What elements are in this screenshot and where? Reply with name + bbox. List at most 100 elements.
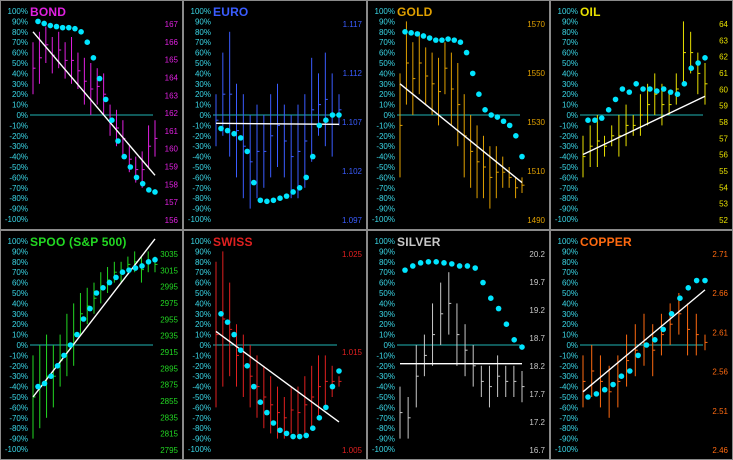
- momentum-dot: [126, 267, 132, 273]
- pct-tick-label: 40%: [12, 69, 28, 78]
- panel-title: OIL: [580, 5, 601, 19]
- pct-tick-label: -20%: [9, 132, 28, 141]
- price-tick-label: 1570: [527, 20, 545, 29]
- pct-tick-label: -10%: [9, 121, 28, 130]
- pct-tick-label: 70%: [12, 38, 28, 47]
- momentum-dot: [593, 391, 600, 397]
- pct-tick-label: 80%: [12, 28, 28, 37]
- panel-swiss[interactable]: 100% 90% 80% 70% 60% 50% 40% 30% 20% 10% 0% -10% -20…: [183, 230, 367, 460]
- pct-tick-label: -10%: [192, 121, 211, 130]
- panel-title: SPOO (S&P 500): [30, 235, 127, 249]
- pct-tick-label: 70%: [379, 38, 395, 47]
- price-tick-label: 1.005: [342, 446, 363, 455]
- price-tick-label: 54: [719, 183, 728, 192]
- pct-tick-label: -100%: [5, 215, 28, 224]
- momentum-dot: [67, 342, 74, 348]
- panel-euro[interactable]: 100% 90% 80% 70% 60% 50% 40% 30% 20% 10% 0% -10% -20…: [183, 0, 367, 230]
- pct-tick-label: 100%: [375, 237, 395, 246]
- pct-tick-label: -70%: [376, 414, 395, 423]
- pct-tick-label: 100%: [8, 237, 28, 246]
- pct-tick-label: 50%: [562, 59, 578, 68]
- pct-tick-label: 30%: [195, 310, 211, 319]
- price-tick-label: 1550: [527, 69, 545, 78]
- panel-silver[interactable]: 100% 90% 80% 70% 60% 50% 40% 30% 20% 10% 0% -10% -20…: [367, 230, 550, 460]
- price-tick-label: 2.66: [712, 289, 728, 298]
- pct-tick-label: -70%: [559, 184, 578, 193]
- pct-tick-label: -70%: [9, 184, 28, 193]
- momentum-dot: [494, 114, 501, 120]
- momentum-dot: [323, 117, 329, 123]
- momentum-dot: [414, 31, 421, 37]
- pct-tick-label: -40%: [376, 153, 395, 162]
- momentum-dot: [668, 311, 675, 317]
- pct-tick-label: -10%: [559, 351, 578, 360]
- momentum-dot: [432, 37, 439, 43]
- momentum-dot: [519, 153, 525, 160]
- price-tick-label: 64: [719, 20, 728, 29]
- price-tick-label: 60: [719, 85, 728, 94]
- momentum-dot: [41, 380, 48, 387]
- price-tick-label: 19.7: [529, 278, 545, 287]
- momentum-dot: [439, 37, 445, 43]
- panel-gold[interactable]: 100% 90% 80% 70% 60% 50% 40% 30% 20% 10% 0% -10% -20…: [367, 0, 550, 230]
- pct-tick-label: 60%: [562, 49, 578, 58]
- pct-tick-label: 90%: [12, 247, 28, 256]
- panel-copper[interactable]: 100% 90% 80% 70% 60% 50% 40% 30% 20% 10% 0% -10% -20…: [550, 230, 733, 460]
- panel-bond[interactable]: 100% 90% 80% 70% 60% 50% 40% 30% 20% 10% 0% -10% -20…: [0, 0, 183, 230]
- pct-tick-label: 0%: [383, 111, 395, 120]
- price-tick-label: 161: [165, 127, 179, 136]
- pct-tick-label: -50%: [559, 393, 578, 402]
- price-tick-label: 1530: [527, 118, 545, 127]
- momentum-dot: [329, 383, 336, 390]
- panel-spoo[interactable]: 100% 90% 80% 70% 60% 50% 40% 30% 20% 10% 0% -10% -20…: [0, 230, 183, 460]
- momentum-dot: [119, 269, 126, 275]
- momentum-dot: [336, 368, 342, 374]
- momentum-dot: [80, 316, 87, 322]
- panel-border: [367, 0, 550, 230]
- price-tick-label: 165: [165, 56, 179, 65]
- pct-tick-label: 50%: [12, 289, 28, 298]
- price-tick-label: 2995: [160, 283, 178, 292]
- momentum-dot: [451, 37, 458, 43]
- momentum-dot: [695, 60, 701, 66]
- pct-tick-label: -50%: [376, 393, 395, 402]
- momentum-dot: [316, 415, 323, 421]
- pct-tick-label: 80%: [562, 28, 578, 37]
- momentum-dot: [277, 427, 283, 434]
- pct-tick-label: -70%: [376, 184, 395, 193]
- momentum-dot: [323, 404, 329, 411]
- pct-tick-label: -40%: [559, 153, 578, 162]
- pct-tick-label: 60%: [12, 279, 28, 288]
- momentum-dot: [506, 122, 513, 129]
- momentum-dot: [402, 29, 408, 35]
- momentum-dot: [626, 89, 633, 95]
- momentum-dot: [585, 117, 591, 123]
- momentum-dot: [132, 265, 139, 271]
- pct-tick-label: -70%: [192, 414, 211, 423]
- momentum-dot: [457, 39, 464, 45]
- panel-oil[interactable]: 100% 90% 80% 70% 60% 50% 40% 30% 20% 10% 0% -10% -20…: [550, 0, 733, 230]
- momentum-dot: [48, 373, 54, 379]
- momentum-dot: [647, 86, 653, 92]
- momentum-dot: [500, 118, 507, 125]
- pct-tick-label: -90%: [192, 435, 211, 444]
- pct-tick-label: -20%: [376, 132, 395, 141]
- momentum-dot: [96, 75, 103, 82]
- price-tick-label: 59: [719, 102, 728, 111]
- momentum-dot: [702, 55, 708, 61]
- price-tick-label: 1.112: [343, 69, 363, 78]
- pct-tick-label: 0%: [199, 111, 211, 120]
- momentum-dot: [127, 164, 134, 170]
- trend-line: [32, 31, 156, 176]
- pct-tick-label: -80%: [9, 424, 28, 433]
- momentum-dot: [133, 174, 140, 181]
- pct-tick-label: 40%: [562, 69, 578, 78]
- momentum-dot: [456, 263, 463, 269]
- pct-tick-label: 10%: [379, 101, 395, 110]
- pct-tick-label: -70%: [559, 414, 578, 423]
- panel-border: [0, 0, 183, 230]
- panel-title: GOLD: [397, 5, 433, 19]
- pct-tick-label: -40%: [9, 383, 28, 392]
- pct-tick-label: 60%: [12, 49, 28, 58]
- momentum-dot: [488, 295, 494, 301]
